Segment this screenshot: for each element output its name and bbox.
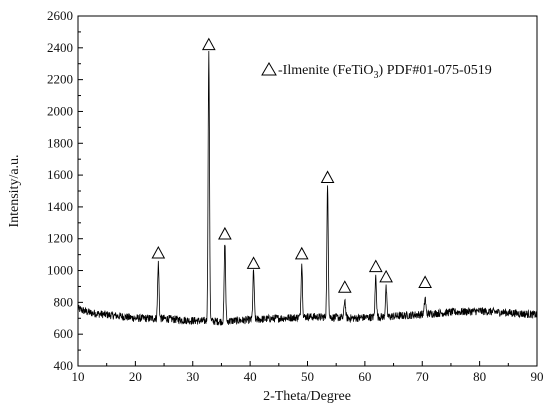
x-tick-label: 80	[473, 369, 486, 384]
series-line	[77, 51, 538, 326]
legend-text: -Ilmenite (FeTiO3) PDF#01-075-0519	[278, 63, 492, 81]
legend: -Ilmenite (FeTiO3) PDF#01-075-0519	[261, 62, 492, 81]
y-tick-label: 600	[54, 326, 74, 341]
y-tick-label: 1400	[47, 199, 73, 214]
y-tick-label: 2600	[47, 8, 73, 23]
x-tick-label: 50	[301, 369, 314, 384]
peak-markers	[151, 37, 432, 293]
x-tick-label: 20	[129, 369, 142, 384]
y-tick-label: 2200	[47, 72, 73, 87]
peak-triangle-icon	[418, 275, 432, 288]
x-axis: 10 20 30 40 50 60 70 80 90	[72, 361, 544, 384]
peak-triangle-icon	[218, 226, 232, 240]
y-tick-label: 1000	[47, 263, 73, 278]
legend-triangle-icon	[261, 62, 277, 76]
x-tick-label: 10	[72, 369, 85, 384]
peak-triangle-icon	[368, 259, 383, 273]
y-axis: 400 600 800 1000 1200 1400 1600 1800 2000 2200 240…	[47, 8, 83, 373]
y-tick-label: 1200	[47, 231, 73, 246]
x-tick-label: 60	[358, 369, 371, 384]
y-tick-label: 2400	[47, 40, 73, 55]
y-tick-label: 400	[54, 358, 74, 373]
peak-triangle-icon	[379, 269, 393, 283]
x-axis-title: 2-Theta/Degree	[263, 389, 351, 404]
x-tick-label: 90	[531, 369, 544, 384]
peak-triangle-icon	[337, 280, 352, 293]
y-tick-label: 1600	[47, 167, 73, 182]
peak-triangle-icon	[246, 256, 261, 269]
x-tick-label: 30	[186, 369, 199, 384]
peak-triangle-icon	[201, 37, 216, 51]
y-tick-label: 2000	[47, 103, 73, 118]
y-axis-title: Intensity/a.u.	[7, 154, 22, 227]
y-tick-label: 800	[54, 294, 74, 309]
y-tick-label: 1800	[47, 135, 73, 150]
x-tick-label: 70	[416, 369, 429, 384]
peak-triangle-icon	[294, 246, 309, 260]
peak-triangle-icon	[320, 170, 335, 183]
x-tick-label: 40	[244, 369, 257, 384]
peak-triangle-icon	[151, 246, 166, 259]
